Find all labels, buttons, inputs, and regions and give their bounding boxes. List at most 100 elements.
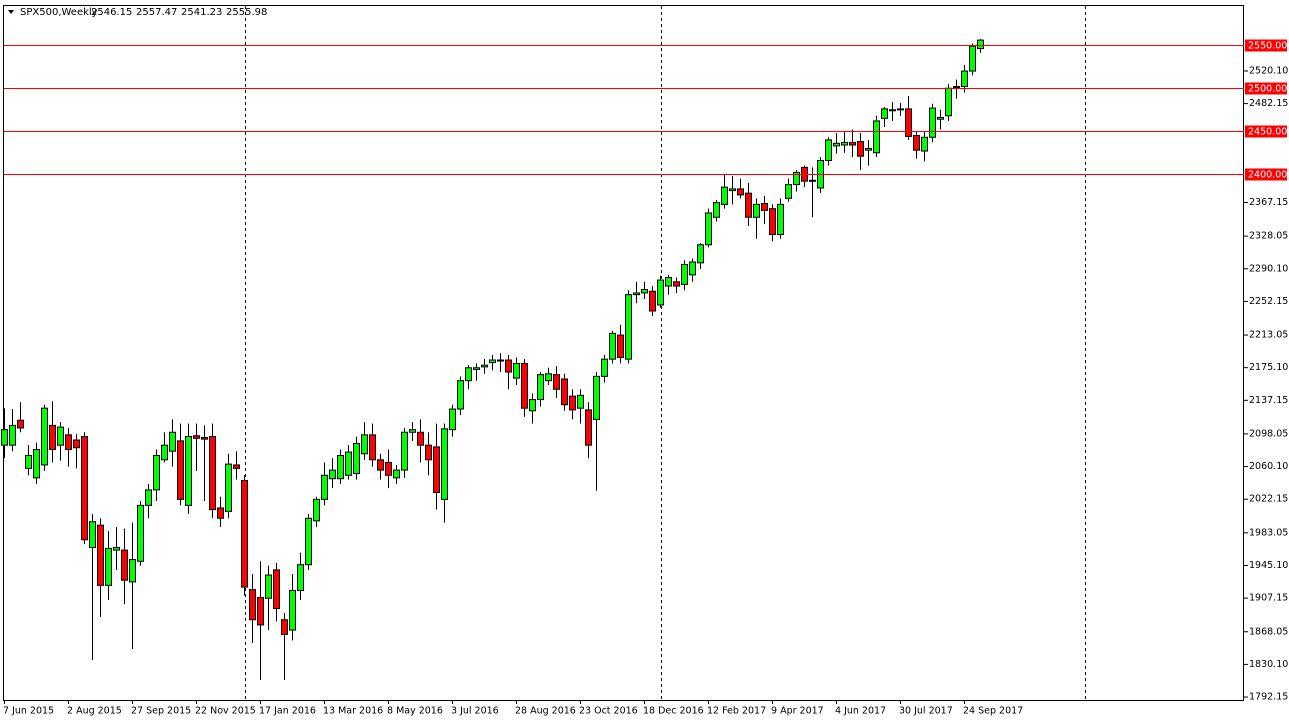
candle-body	[841, 141, 848, 146]
high-value: 2557.47	[136, 7, 177, 18]
candle-body	[641, 289, 648, 294]
candle-body	[193, 435, 200, 439]
candle-body	[529, 399, 536, 412]
level-label-box	[1245, 82, 1287, 95]
candle-body	[809, 179, 816, 182]
y-tick-label: 2482.15	[1249, 98, 1288, 109]
y-tick-label: 1945.10	[1249, 560, 1288, 571]
candle-body	[345, 451, 352, 476]
candle-body	[105, 547, 112, 586]
candle-body	[609, 332, 616, 360]
menu-arrow[interactable]	[8, 10, 14, 14]
candle-body	[865, 147, 872, 151]
candle-body	[329, 469, 336, 480]
candle-body	[217, 507, 224, 519]
candle-body	[761, 202, 768, 211]
candle-body	[481, 364, 488, 368]
y-tick-label: 2137.15	[1249, 395, 1288, 406]
level-label-box	[1245, 125, 1287, 138]
candle-body	[409, 429, 416, 433]
level-label: 2500.00	[1248, 84, 1287, 95]
candle-body	[849, 141, 856, 146]
y-tick-label: 2328.05	[1249, 231, 1288, 242]
x-tick-label: 23 Oct 2016	[579, 706, 638, 717]
candle-body	[913, 135, 920, 151]
candle-body	[969, 45, 976, 72]
candle-body	[273, 569, 280, 610]
candle-body	[793, 172, 800, 186]
candle-body	[665, 276, 672, 287]
level-label: 2550.00	[1248, 41, 1287, 52]
level-label-box	[1245, 168, 1287, 181]
candle-body	[297, 564, 304, 592]
candle-body	[25, 454, 32, 469]
x-tick-label: 22 Nov 2015	[195, 706, 256, 717]
x-tick-label: 3 Jul 2016	[451, 706, 499, 717]
chart-title: SPX500,Weekly	[20, 7, 98, 18]
candle-body	[209, 436, 216, 511]
candle-body	[737, 188, 744, 196]
candle-body	[321, 474, 328, 500]
candle-body	[881, 108, 888, 119]
candle-body	[769, 208, 776, 235]
candle-body	[65, 434, 72, 450]
candle-body	[49, 424, 56, 450]
candle-body	[689, 261, 696, 276]
x-tick-label: 17 Jan 2016	[259, 706, 316, 717]
x-tick-label: 7 Jun 2015	[3, 706, 54, 717]
candle-body	[129, 559, 136, 583]
candle-body	[921, 136, 928, 152]
candle-body	[585, 409, 592, 446]
candle-body	[465, 367, 472, 382]
x-tick-label: 28 Aug 2016	[515, 706, 576, 717]
candle-body	[385, 461, 392, 476]
candle-body	[257, 596, 264, 626]
x-tick-label: 8 May 2016	[387, 706, 443, 717]
y-tick-label: 2213.05	[1249, 330, 1288, 341]
y-tick-label: 2252.15	[1249, 296, 1288, 307]
candle-body	[649, 290, 656, 312]
candle-body	[169, 431, 176, 452]
candle-body	[857, 141, 864, 157]
x-tick-label: 27 Sep 2015	[131, 706, 191, 717]
candle-body	[545, 373, 552, 382]
y-tick-label: 1830.10	[1249, 659, 1288, 670]
candle-body	[337, 454, 344, 480]
candle-body	[241, 479, 248, 588]
candle-body	[473, 367, 480, 370]
candle-body	[729, 188, 736, 192]
candle-body	[153, 454, 160, 491]
x-tick-label: 12 Feb 2017	[707, 706, 766, 717]
candle-body	[937, 116, 944, 120]
level-label-box	[1245, 39, 1287, 52]
candle-body	[489, 359, 496, 364]
candle-body	[537, 374, 544, 401]
y-tick-label: 2175.10	[1249, 362, 1288, 373]
candle-body	[873, 120, 880, 154]
candle-body	[897, 108, 904, 111]
candle-body	[721, 186, 728, 205]
low-value: 2541.23	[181, 7, 222, 18]
y-tick-label: 2520.10	[1249, 65, 1288, 76]
candle-body	[305, 517, 312, 566]
candle-body	[905, 108, 912, 137]
y-tick-label: 2060.10	[1249, 461, 1288, 472]
level-label: 2400.00	[1248, 170, 1287, 181]
candle-body	[33, 448, 40, 479]
candle-body	[833, 142, 840, 147]
candle-body	[393, 469, 400, 479]
candle-body	[377, 459, 384, 471]
candle-body	[265, 574, 272, 599]
y-tick-label: 2290.10	[1249, 263, 1288, 274]
x-tick-label: 24 Sep 2017	[963, 706, 1023, 717]
header: SPX500,Weekly 2546.15 2557.47 2541.23 25…	[20, 7, 267, 18]
candle-body	[113, 547, 120, 551]
y-tick-label: 2022.15	[1249, 494, 1288, 505]
candle-body	[57, 426, 64, 446]
candle-body	[777, 203, 784, 235]
candle-body	[369, 434, 376, 461]
candle-body	[521, 362, 528, 409]
candle-body	[961, 70, 968, 88]
